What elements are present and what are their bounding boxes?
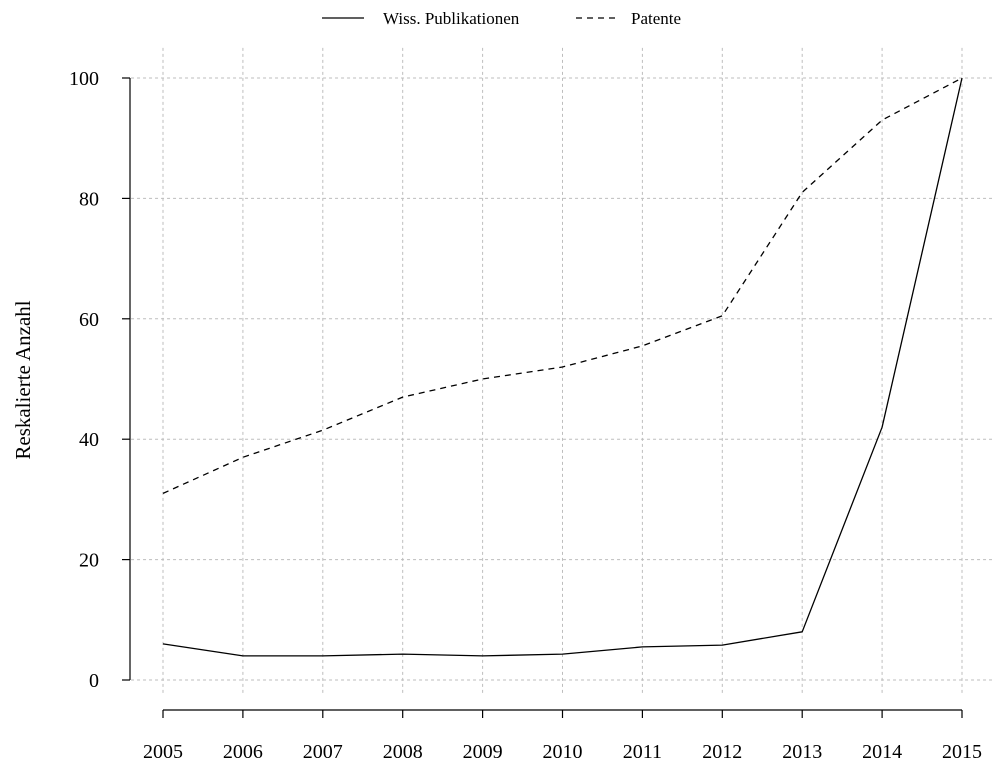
x-tick-label: 2010 xyxy=(543,741,583,763)
y-tick-label: 0 xyxy=(89,670,99,692)
y-tick-label: 20 xyxy=(79,550,99,572)
x-tick-label: 2007 xyxy=(303,741,343,763)
x-tick-label: 2009 xyxy=(463,741,503,763)
x-tick-label: 2014 xyxy=(862,741,902,763)
y-tick-label: 60 xyxy=(79,309,99,331)
series-line-2 xyxy=(162,77,963,494)
chart-grid xyxy=(131,47,992,696)
chart-series xyxy=(162,77,963,657)
x-tick-label: 2015 xyxy=(942,741,982,763)
series-line-1 xyxy=(162,77,963,657)
x-tick-label: 2011 xyxy=(623,741,662,763)
y-tick-label: 100 xyxy=(69,68,99,90)
legend-label-2: Patente xyxy=(631,9,681,28)
x-tick-label: 2005 xyxy=(143,741,183,763)
x-tick-label: 2006 xyxy=(223,741,263,763)
y-tick-label: 80 xyxy=(79,188,99,210)
y-tick-label: 40 xyxy=(79,429,99,451)
x-tick-label: 2008 xyxy=(383,741,423,763)
chart-legend: Wiss. Publikationen Patente xyxy=(322,9,681,28)
y-axis-title: Reskalierte Anzahl xyxy=(11,300,35,459)
chart-axes: 0 20 40 60 80 100 2005 2006 2007 2008 2009 2010 2011… xyxy=(69,68,982,763)
x-tick-label: 2012 xyxy=(702,741,742,763)
legend-label-1: Wiss. Publikationen xyxy=(383,9,520,28)
x-tick-label: 2013 xyxy=(782,741,822,763)
